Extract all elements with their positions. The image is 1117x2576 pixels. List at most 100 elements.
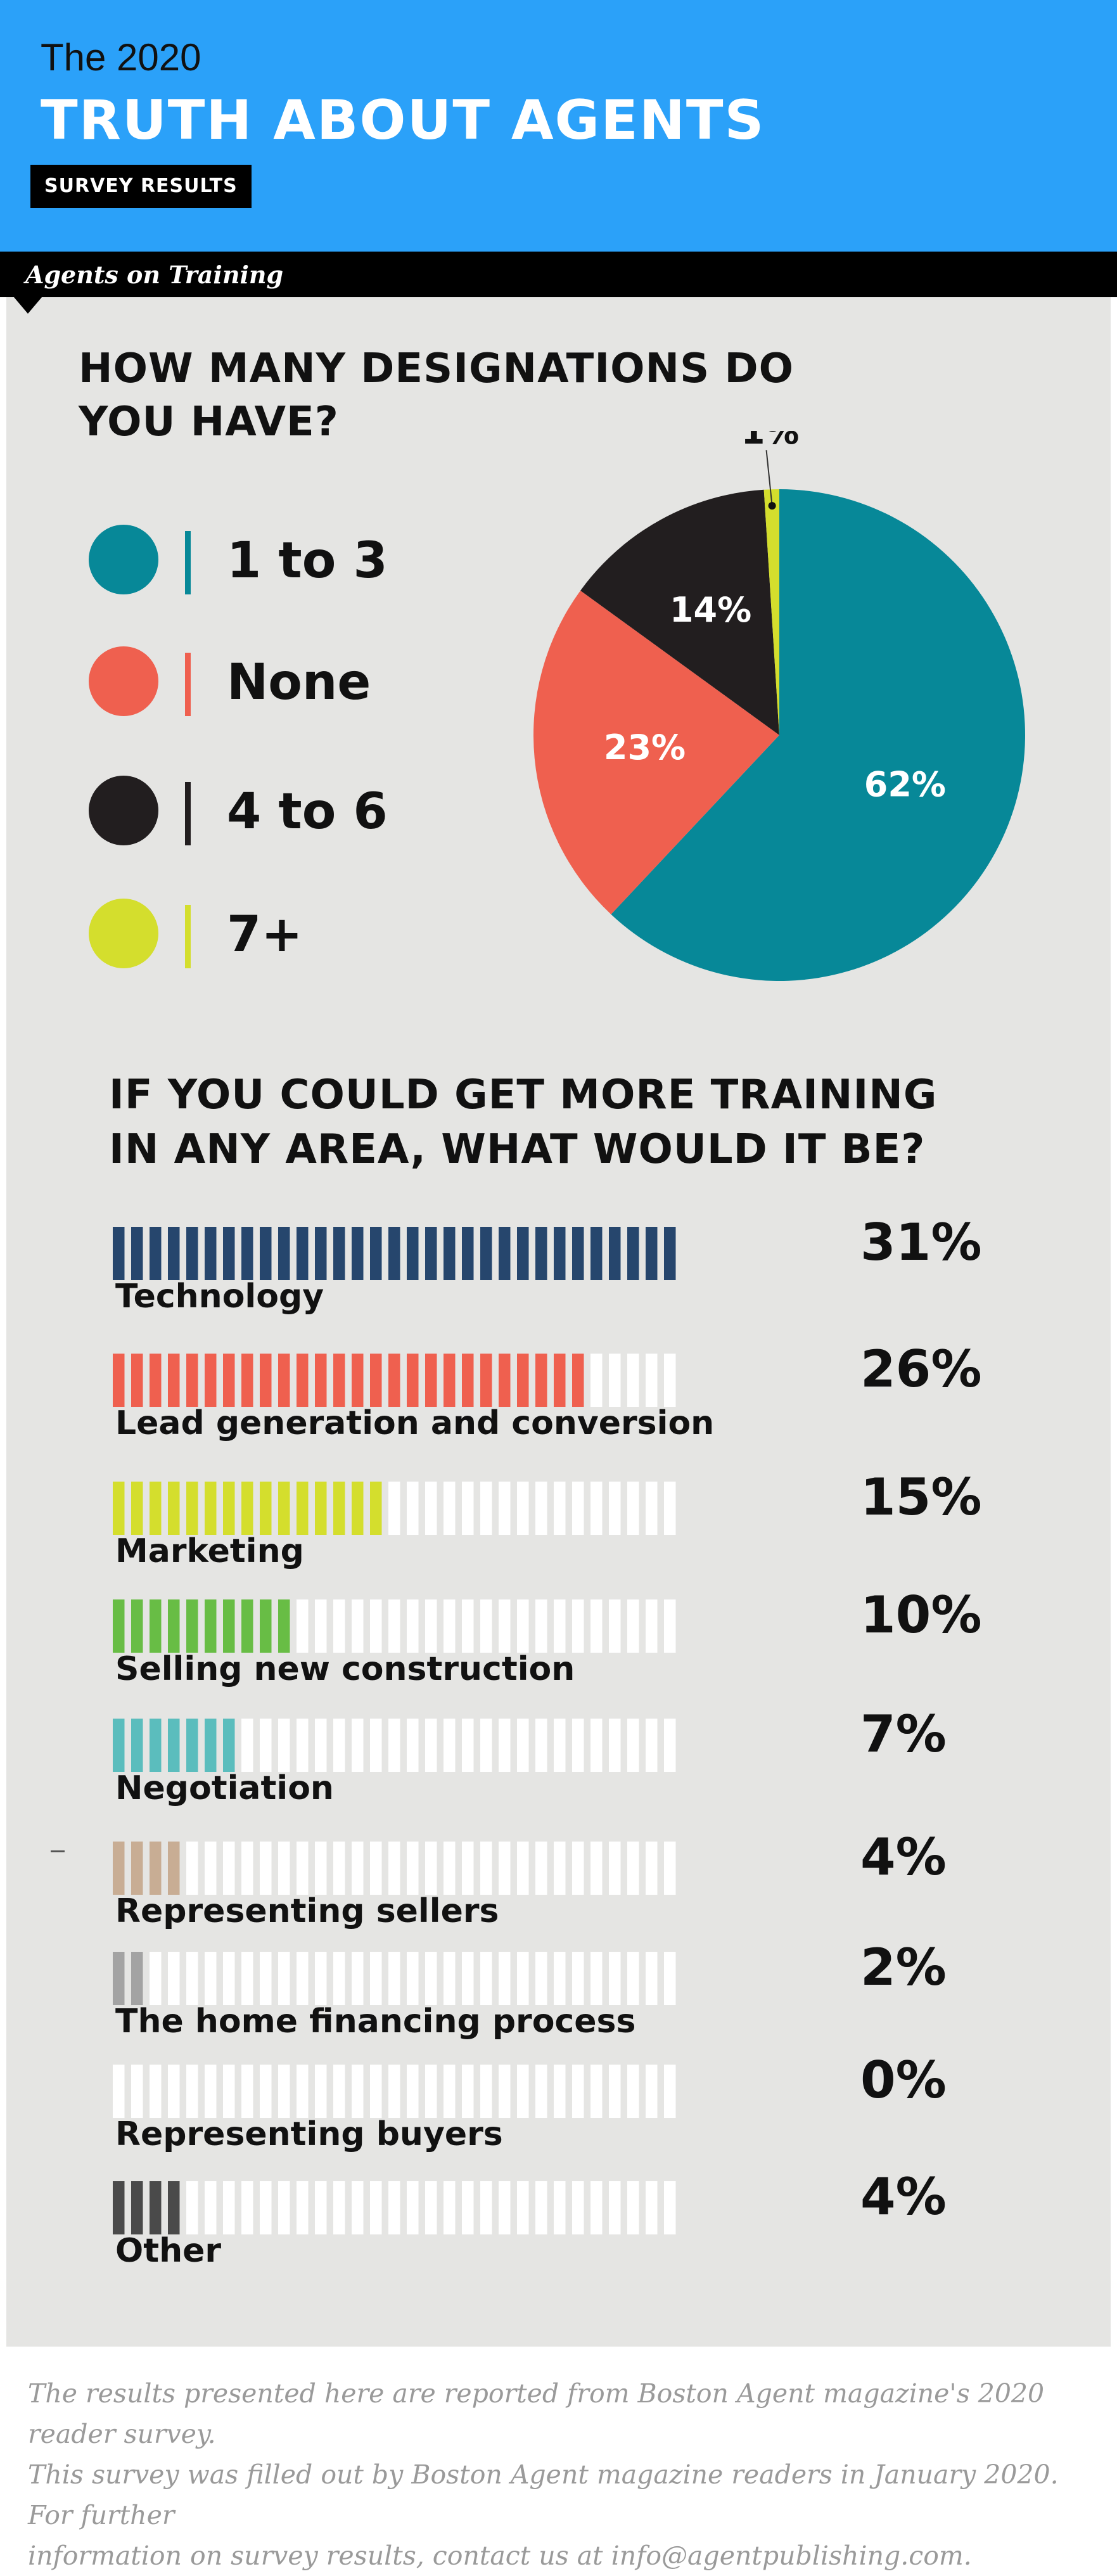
- bar-value-label: 7%: [860, 1705, 947, 1764]
- bar-segment-empty: [554, 1719, 566, 1772]
- bar-track: [113, 1227, 676, 1280]
- bar-segment-empty: [407, 1719, 419, 1772]
- bar-segment-empty: [627, 1719, 639, 1772]
- bar-segment-filled: [223, 1599, 235, 1653]
- bar-segment-empty: [297, 1842, 309, 1895]
- bar-segment-filled: [113, 1599, 125, 1653]
- bar-segment-empty: [664, 1599, 676, 1653]
- bar-segment-filled: [297, 1227, 309, 1280]
- section-label: Agents on Training: [25, 260, 284, 289]
- bar-segment-empty: [627, 2065, 639, 2118]
- legend-separator: [185, 782, 191, 845]
- bar-segment-empty: [131, 2065, 143, 2118]
- bar-segment-filled: [425, 1227, 437, 1280]
- bar-segment-filled: [352, 1482, 364, 1535]
- bar-segment-empty: [535, 2065, 547, 2118]
- bar-segment-empty: [572, 1842, 584, 1895]
- bar-segment-filled: [462, 1227, 474, 1280]
- pie-leader-line: [765, 450, 773, 506]
- bar-segment-empty: [425, 1599, 437, 1653]
- bar-segment-empty: [517, 1482, 529, 1535]
- bar-segment-empty: [627, 1842, 639, 1895]
- bar-segment-filled: [113, 1354, 125, 1407]
- bar-segment-empty: [499, 1952, 511, 2005]
- bar-segment-empty: [535, 1952, 547, 2005]
- bar-segment-empty: [260, 2181, 272, 2234]
- bar-track: [113, 1354, 676, 1407]
- pie-value-label: 62%: [864, 765, 946, 805]
- bar-segment-filled: [425, 1354, 437, 1407]
- bar-segment-filled: [131, 1842, 143, 1895]
- bar-value-label: 4%: [860, 2167, 947, 2226]
- bar-segment-filled: [241, 1227, 253, 1280]
- bar-segment-empty: [370, 1599, 382, 1653]
- bar-segment-empty: [444, 1482, 456, 1535]
- bar-segment-empty: [517, 2065, 529, 2118]
- bar-segment-empty: [186, 2181, 198, 2234]
- bar-segment-empty: [664, 2181, 676, 2234]
- bar-segment-empty: [352, 1599, 364, 1653]
- bar-segment-filled: [168, 2181, 180, 2234]
- bar-segment-empty: [315, 1952, 327, 2005]
- bar-segment-filled: [315, 1482, 327, 1535]
- bar-segment-empty: [150, 2065, 162, 2118]
- bar-segment-empty: [444, 1842, 456, 1895]
- bar-segment-empty: [590, 1719, 603, 1772]
- bar-segment-empty: [150, 1952, 162, 2005]
- bar-segment-empty: [646, 2065, 658, 2118]
- bar-track: [113, 2181, 676, 2234]
- bar-segment-empty: [609, 2181, 621, 2234]
- bar-segment-filled: [186, 1482, 198, 1535]
- bar-segment-empty: [499, 1599, 511, 1653]
- bar-segment-filled: [205, 1719, 217, 1772]
- bar-segment-empty: [444, 2065, 456, 2118]
- bar-segment-empty: [572, 1952, 584, 2005]
- bar-segment-empty: [554, 1842, 566, 1895]
- bar-segment-empty: [186, 1842, 198, 1895]
- bar-segment-empty: [168, 1952, 180, 2005]
- bar-segment-empty: [260, 1842, 272, 1895]
- bar-segment-filled: [278, 1227, 290, 1280]
- pie-slice-none: [533, 590, 779, 914]
- bar-row-technology: 31% Technology: [113, 1213, 1063, 1354]
- bar-segment-empty: [554, 2065, 566, 2118]
- bar-segment-filled: [333, 1227, 345, 1280]
- bar-value-label: 2%: [860, 1938, 947, 1997]
- bar-segment-filled: [480, 1227, 492, 1280]
- bar-segment-empty: [535, 1482, 547, 1535]
- bar-segment-filled: [462, 1354, 474, 1407]
- bar-segment-filled: [646, 1227, 658, 1280]
- bar-segment-filled: [572, 1227, 584, 1280]
- pie-question-line-2: YOU HAVE?: [79, 399, 339, 445]
- bar-segment-empty: [517, 2181, 529, 2234]
- bar-segment-empty: [462, 2181, 474, 2234]
- bar-segment-empty: [590, 1354, 603, 1407]
- bar-segment-empty: [664, 1842, 676, 1895]
- bar-segment-empty: [462, 1842, 474, 1895]
- bar-segment-empty: [554, 1599, 566, 1653]
- bar-row-marketing: 15% Marketing: [113, 1468, 1063, 1608]
- bar-segment-filled: [407, 1354, 419, 1407]
- bar-segment-empty: [278, 1842, 290, 1895]
- bar-segment-filled: [186, 1719, 198, 1772]
- bar-segment-empty: [535, 1842, 547, 1895]
- legend-dot-icon: [89, 899, 158, 968]
- bar-segment-filled: [150, 1719, 162, 1772]
- bar-segment-filled: [150, 1599, 162, 1653]
- bar-segment-empty: [352, 1952, 364, 2005]
- bar-segment-empty: [205, 1952, 217, 2005]
- bar-segment-filled: [517, 1227, 529, 1280]
- bar-segment-filled: [131, 1952, 143, 2005]
- header-banner: The 2020 TRUTH ABOUT AGENTS SURVEY RESUL…: [0, 0, 1117, 252]
- bar-segment-empty: [260, 2065, 272, 2118]
- bar-segment-empty: [664, 1482, 676, 1535]
- bar-category-label: Selling new construction: [115, 1650, 575, 1688]
- bar-segment-empty: [333, 1599, 345, 1653]
- bar-segment-empty: [646, 1952, 658, 2005]
- bar-segment-empty: [480, 1599, 492, 1653]
- legend-label: None: [227, 654, 371, 711]
- bar-segment-empty: [462, 1482, 474, 1535]
- legend-label: 1 to 3: [227, 532, 388, 589]
- bar-segment-filled: [150, 2181, 162, 2234]
- bar-segment-filled: [370, 1227, 382, 1280]
